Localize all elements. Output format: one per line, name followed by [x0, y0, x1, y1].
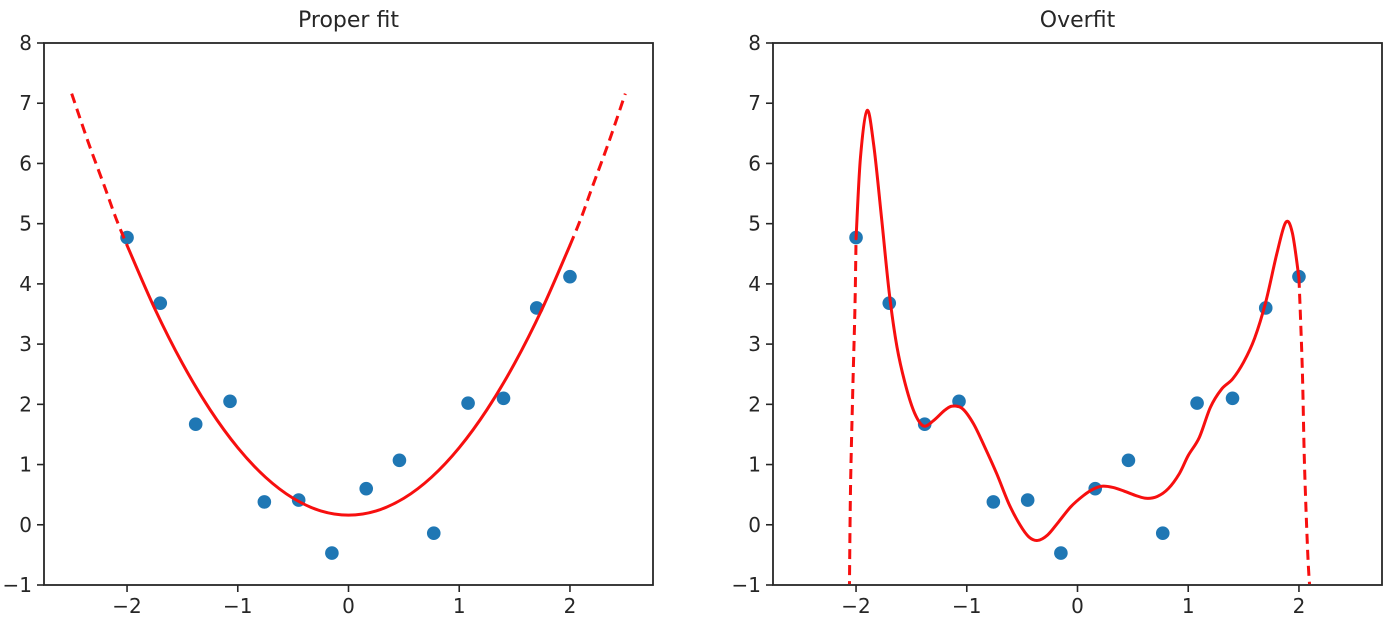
- scatter-point: [223, 394, 237, 409]
- scatter-point: [257, 495, 272, 509]
- scatter-point: [1225, 391, 1240, 406]
- x-tick-label: 2: [1293, 594, 1306, 618]
- scatter-point: [392, 453, 407, 468]
- subplot-proper-fit: −2 −1 0 1 2 −1 0 1 2 3 4 5 6 7 8: [3, 31, 654, 618]
- x-tick-label: 0: [1071, 594, 1084, 618]
- fit-curve-dashed: [847, 238, 858, 584]
- scatter-point: [359, 481, 374, 496]
- y-tick-label: 8: [19, 31, 32, 55]
- x-tick-label: −2: [841, 594, 870, 618]
- y-tick-label: 4: [748, 272, 761, 296]
- plot-title-proper-fit: Proper fit: [298, 8, 399, 33]
- y-tick-label: −1: [3, 573, 32, 597]
- scatter-point: [325, 546, 339, 560]
- scatter-point: [496, 391, 511, 406]
- plot-title-overfit: Overfit: [1039, 8, 1116, 33]
- plot-area: [70, 93, 627, 560]
- y-tick-label: 8: [748, 31, 761, 55]
- fit-curve-dashed: [70, 93, 129, 246]
- y-tick-label: 1: [19, 453, 32, 477]
- x-tick-label: 1: [1182, 594, 1195, 618]
- y-tick-label: 3: [748, 332, 761, 356]
- x-tick-label: 2: [564, 594, 577, 618]
- scatter-point: [1020, 493, 1035, 507]
- scatter-point: [1155, 526, 1170, 541]
- y-tick-label: 5: [748, 212, 761, 236]
- y-tick-label: 2: [748, 392, 761, 416]
- scatter-point: [917, 417, 932, 432]
- y-tick-label: 6: [19, 151, 32, 175]
- y-tick-label: 7: [748, 91, 761, 115]
- y-tick-label: 0: [748, 513, 761, 537]
- fit-curve-dashed: [1297, 277, 1312, 584]
- y-tick-label: 4: [19, 272, 32, 296]
- fit-curve-dashed: [568, 93, 627, 246]
- y-tick-label: 1: [748, 453, 761, 477]
- scatter-point: [1190, 396, 1204, 410]
- fit-curve-solid: [854, 108, 1301, 542]
- x-tick-label: −1: [952, 594, 981, 618]
- fit-curve-solid: [125, 243, 572, 517]
- y-tick-label: 3: [19, 332, 32, 356]
- x-tick-label: 1: [453, 594, 466, 618]
- scatter-point: [153, 296, 168, 310]
- scatter-point: [1054, 546, 1068, 560]
- x-tick-label: −1: [223, 594, 252, 618]
- scatter-point: [986, 495, 1001, 509]
- x-tick-label: −2: [112, 594, 141, 618]
- scatter-point: [1121, 453, 1136, 468]
- y-tick-label: 5: [19, 212, 32, 236]
- y-tick-label: 7: [19, 91, 32, 115]
- y-tick-label: 2: [19, 392, 32, 416]
- scatter-point: [461, 396, 475, 410]
- plot-area: [847, 108, 1312, 584]
- x-tick-label: 0: [342, 594, 355, 618]
- subplot-overfit: −2 −1 0 1 2 −1 0 1 2 3 4 5 6 7 8: [732, 31, 1383, 618]
- scatter-point: [188, 417, 203, 432]
- scatter-point: [563, 269, 577, 284]
- y-tick-label: −1: [732, 573, 761, 597]
- y-tick-label: 6: [748, 151, 761, 175]
- y-tick-label: 0: [19, 513, 32, 537]
- axes-box: [43, 42, 654, 586]
- scatter-point: [426, 526, 441, 541]
